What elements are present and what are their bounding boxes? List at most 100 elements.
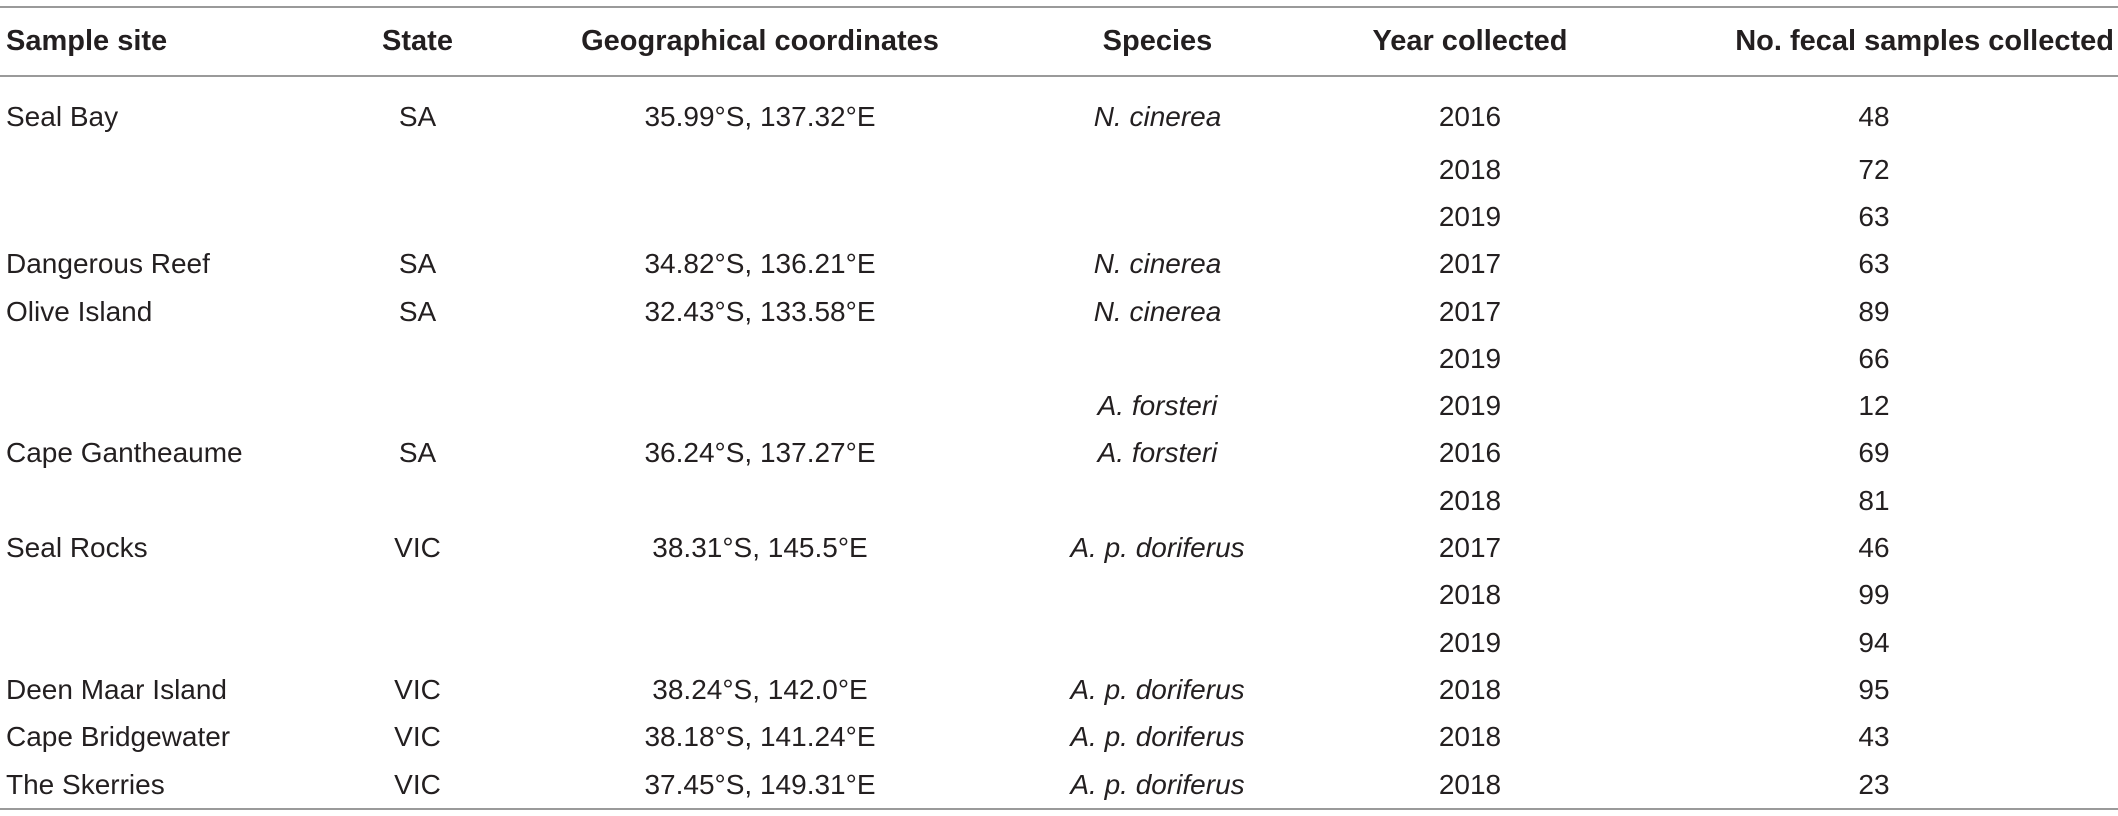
cell-year: 2019	[1438, 342, 1502, 374]
cell-sample-site: Dangerous Reef	[6, 248, 210, 280]
cell-coordinates: 38.31°S, 145.5°E	[652, 532, 868, 564]
cell-state	[320, 382, 515, 429]
cell-coordinates	[515, 146, 1005, 193]
cell-species: A. p. doriferus	[1070, 673, 1245, 705]
cell-samples: 81	[1858, 484, 1890, 516]
cell-sample-site	[0, 335, 320, 382]
cell-coordinates: 34.82°S, 136.21°E	[644, 248, 876, 280]
cell-state	[320, 193, 515, 240]
cell-year: 2016	[1438, 100, 1502, 132]
cell-sample-site: Olive Island	[6, 295, 153, 327]
cell-samples: 12	[1858, 390, 1890, 422]
cell-coordinates	[515, 382, 1005, 429]
cell-samples: 63	[1858, 200, 1890, 232]
cell-sample-site	[0, 477, 320, 524]
cell-state: SA	[398, 295, 437, 327]
cell-state	[320, 335, 515, 382]
table-row: A. forsteri 2019 12	[0, 382, 2118, 429]
top-rule	[0, 6, 2118, 8]
table-row: Seal Bay SA 35.99°S, 137.32°E N. cinerea 201…	[0, 75, 2118, 146]
header-sample-site: Sample site	[6, 25, 168, 57]
table-row: Deen Maar Island VIC 38.24°S, 142.0°E A. p.…	[0, 666, 2118, 713]
cell-year: 2018	[1438, 153, 1502, 185]
cell-species: A. p. doriferus	[1070, 721, 1245, 753]
cell-year: 2018	[1438, 721, 1502, 753]
table-row: 2018 72	[0, 146, 2118, 193]
cell-year: 2019	[1438, 200, 1502, 232]
cell-sample-site: Cape Gantheaume	[6, 437, 243, 469]
cell-sample-site	[0, 572, 320, 619]
cell-sample-site: Cape Bridgewater	[6, 721, 231, 753]
cell-species: A. forsteri	[1097, 437, 1218, 469]
table-row: Dangerous Reef SA 34.82°S, 136.21°E N. cine…	[0, 241, 2118, 288]
cell-species	[1005, 146, 1310, 193]
cell-samples: 72	[1858, 153, 1890, 185]
cell-species	[1005, 477, 1310, 524]
header-samples: No. fecal samples collected	[1735, 25, 2114, 57]
cell-species: A. p. doriferus	[1070, 768, 1245, 800]
cell-year: 2016	[1438, 437, 1502, 469]
table-row: Cape Bridgewater VIC 38.18°S, 141.24°E A. p…	[0, 714, 2118, 761]
cell-state	[320, 477, 515, 524]
cell-samples: 23	[1858, 768, 1890, 800]
cell-species: N. cinerea	[1093, 248, 1222, 280]
cell-sample-site: Seal Rocks	[6, 532, 148, 564]
table-row: 2019 66	[0, 335, 2118, 382]
cell-year: 2017	[1438, 295, 1502, 327]
cell-samples: 95	[1858, 673, 1890, 705]
cell-sample-site: Seal Bay	[6, 100, 119, 132]
cell-samples: 94	[1858, 626, 1890, 658]
cell-coordinates: 35.99°S, 137.32°E	[644, 100, 876, 132]
cell-species: A. p. doriferus	[1070, 532, 1245, 564]
table-row: 2018 99	[0, 572, 2118, 619]
cell-state: VIC	[394, 673, 441, 705]
table-row: Cape Gantheaume SA 36.24°S, 137.27°E A. for…	[0, 430, 2118, 477]
cell-samples: 43	[1858, 721, 1890, 753]
samples-table: Sample site State Geographical coordinat…	[0, 8, 2118, 808]
cell-coordinates	[515, 572, 1005, 619]
cell-samples: 89	[1858, 295, 1890, 327]
table-row: 2019 94	[0, 619, 2118, 666]
cell-samples: 48	[1858, 100, 1890, 132]
cell-state: SA	[398, 437, 437, 469]
table-body: Seal Bay SA 35.99°S, 137.32°E N. cinerea 201…	[0, 75, 2118, 808]
cell-sample-site: Deen Maar Island	[6, 673, 228, 705]
cell-state: VIC	[394, 532, 441, 564]
cell-species	[1005, 193, 1310, 240]
cell-sample-site	[0, 193, 320, 240]
cell-year: 2018	[1438, 768, 1502, 800]
cell-state: VIC	[394, 768, 441, 800]
cell-coordinates: 37.45°S, 149.31°E	[644, 768, 876, 800]
cell-coordinates: 38.24°S, 142.0°E	[652, 673, 868, 705]
table-row: Olive Island SA 32.43°S, 133.58°E N. cinere…	[0, 288, 2118, 335]
table-row: 2018 81	[0, 477, 2118, 524]
table-header-row: Sample site State Geographical coordinat…	[0, 8, 2118, 75]
cell-year: 2018	[1438, 484, 1502, 516]
cell-species	[1005, 572, 1310, 619]
cell-coordinates	[515, 335, 1005, 382]
header-year: Year collected	[1372, 25, 1568, 57]
cell-state: VIC	[394, 721, 441, 753]
header-coordinates: Geographical coordinates	[581, 25, 939, 57]
cell-state	[320, 619, 515, 666]
table-row: The Skerries VIC 37.45°S, 149.31°E A. p. do…	[0, 761, 2118, 808]
cell-species	[1005, 335, 1310, 382]
cell-sample-site	[0, 146, 320, 193]
cell-state	[320, 572, 515, 619]
cell-state: SA	[398, 100, 437, 132]
cell-year: 2018	[1438, 673, 1502, 705]
cell-coordinates: 32.43°S, 133.58°E	[644, 295, 876, 327]
cell-year: 2018	[1438, 579, 1502, 611]
cell-coordinates: 36.24°S, 137.27°E	[644, 437, 876, 469]
bottom-rule	[0, 808, 2118, 810]
table-row: Seal Rocks VIC 38.31°S, 145.5°E A. p. dorif…	[0, 524, 2118, 571]
cell-species: N. cinerea	[1093, 295, 1222, 327]
cell-samples: 63	[1858, 248, 1890, 280]
cell-species	[1005, 619, 1310, 666]
cell-year: 2017	[1438, 248, 1502, 280]
cell-samples: 66	[1858, 342, 1890, 374]
table-row: 2019 63	[0, 193, 2118, 240]
cell-samples: 69	[1858, 437, 1890, 469]
cell-samples: 46	[1858, 532, 1890, 564]
